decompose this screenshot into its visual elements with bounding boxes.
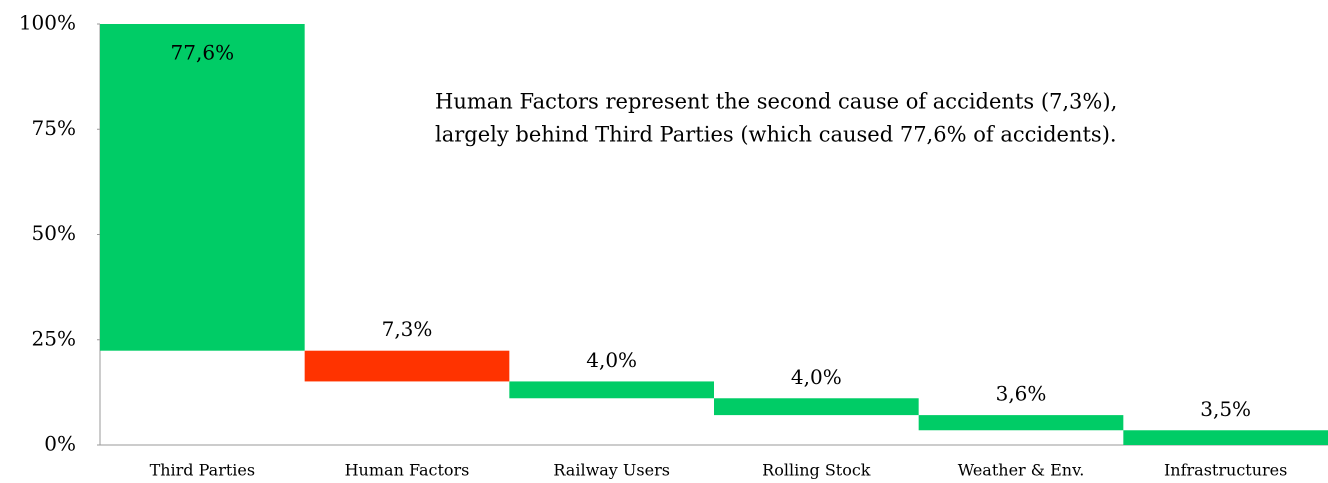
value-label: 3,5% bbox=[1200, 397, 1251, 421]
value-label: 7,3% bbox=[382, 317, 433, 341]
value-label: 4,0% bbox=[791, 365, 842, 389]
y-tick-label: 50% bbox=[32, 221, 76, 245]
bar bbox=[1123, 430, 1328, 445]
x-tick-label: Railway Users bbox=[553, 461, 670, 480]
bar bbox=[714, 398, 919, 416]
y-tick-label: 100% bbox=[19, 11, 76, 35]
y-tick-label: 0% bbox=[44, 432, 76, 456]
x-tick-label: Infrastructures bbox=[1164, 461, 1287, 480]
y-tick-label: 75% bbox=[32, 116, 76, 140]
annotation: Human Factors represent the second cause… bbox=[435, 90, 1117, 114]
value-label: 4,0% bbox=[586, 348, 637, 372]
x-tick-label: Human Factors bbox=[345, 461, 470, 480]
annotation: largely behind Third Parties (which caus… bbox=[435, 123, 1117, 147]
y-tick-label: 25% bbox=[32, 326, 76, 350]
bar bbox=[918, 415, 1124, 431]
x-tick-label: Rolling Stock bbox=[762, 461, 871, 480]
x-tick-label: Third Parties bbox=[150, 461, 256, 480]
value-label: 77,6% bbox=[171, 41, 235, 65]
bar bbox=[100, 24, 305, 351]
x-tick-label: Weather & Env. bbox=[958, 461, 1085, 480]
bar bbox=[509, 381, 714, 399]
value-label: 3,6% bbox=[996, 382, 1047, 406]
bar bbox=[304, 350, 510, 382]
